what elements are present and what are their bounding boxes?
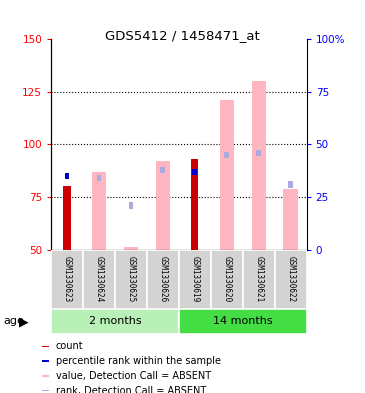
Bar: [83, 250, 115, 309]
Bar: [65, 173, 69, 179]
Bar: [220, 100, 234, 250]
Text: percentile rank within the sample: percentile rank within the sample: [56, 356, 221, 366]
Text: ▶: ▶: [19, 315, 28, 328]
Bar: [124, 248, 138, 250]
Text: GSM1330619: GSM1330619: [190, 256, 199, 302]
Bar: [156, 161, 170, 250]
Bar: [92, 172, 106, 250]
Text: value, Detection Call = ABSENT: value, Detection Call = ABSENT: [56, 371, 211, 381]
Bar: [42, 390, 49, 391]
Bar: [115, 250, 147, 309]
Text: GDS5412 / 1458471_at: GDS5412 / 1458471_at: [105, 29, 260, 42]
Bar: [161, 167, 165, 173]
Bar: [42, 360, 49, 362]
Bar: [51, 309, 179, 334]
Text: GSM1330626: GSM1330626: [158, 256, 168, 302]
Bar: [224, 152, 229, 158]
Bar: [97, 175, 101, 181]
Text: GSM1330625: GSM1330625: [126, 256, 135, 302]
Text: GSM1330620: GSM1330620: [222, 256, 231, 302]
Bar: [51, 250, 83, 309]
Bar: [147, 250, 179, 309]
Bar: [42, 345, 49, 347]
Text: count: count: [56, 341, 84, 351]
Text: GSM1330624: GSM1330624: [95, 256, 104, 302]
Bar: [179, 250, 211, 309]
Text: age: age: [4, 316, 24, 327]
Bar: [243, 250, 274, 309]
Bar: [288, 181, 293, 187]
Text: GSM1330623: GSM1330623: [62, 256, 72, 302]
Text: GSM1330622: GSM1330622: [286, 256, 295, 302]
Bar: [284, 189, 298, 250]
Text: rank, Detection Call = ABSENT: rank, Detection Call = ABSENT: [56, 386, 206, 393]
Bar: [42, 375, 49, 376]
Text: GSM1330621: GSM1330621: [254, 256, 263, 302]
Bar: [251, 81, 266, 250]
Bar: [274, 250, 307, 309]
Bar: [191, 159, 199, 250]
Text: 2 months: 2 months: [89, 316, 141, 326]
Bar: [128, 202, 133, 209]
Bar: [179, 309, 307, 334]
Bar: [211, 250, 243, 309]
Bar: [256, 150, 261, 156]
Bar: [192, 169, 197, 175]
Text: 14 months: 14 months: [213, 316, 273, 326]
Bar: [64, 186, 71, 250]
